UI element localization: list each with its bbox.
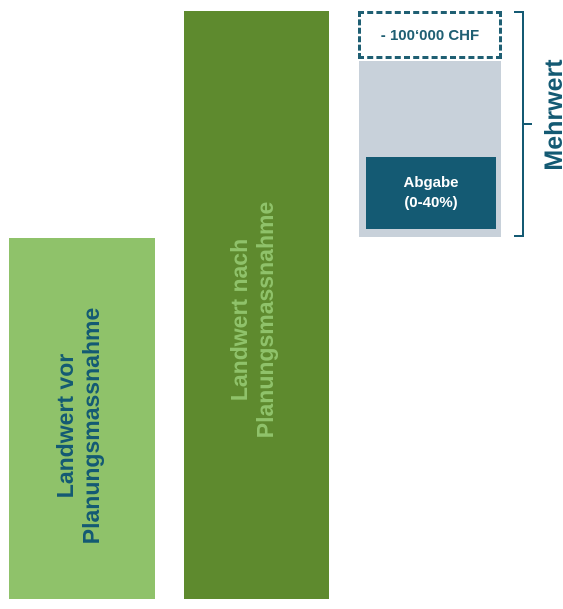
land-value-before-bar bbox=[9, 238, 155, 599]
land-value-after-line1: Landwert nach bbox=[226, 238, 252, 402]
land-value-after-line2: Planungsmassnahme bbox=[252, 201, 279, 439]
land-value-before-line2: Planungsmassnahme bbox=[78, 307, 105, 545]
added-value-bracket bbox=[514, 11, 524, 237]
deduction-box: - 100‘000 CHF bbox=[358, 11, 502, 59]
added-value-bracket-tick bbox=[524, 123, 532, 125]
land-value-before-label: Landwert vor Planungsmassnahme bbox=[52, 243, 112, 609]
deduction-label: - 100‘000 CHF bbox=[380, 26, 480, 44]
levy-range: (0-40%) bbox=[404, 194, 458, 211]
land-value-before-line1: Landwert vor bbox=[52, 353, 78, 499]
land-value-after-label: Landwert nach Planungsmassnahme bbox=[226, 170, 286, 470]
levy-box: Abgabe (0-40%) bbox=[366, 157, 496, 229]
added-value-label: Mehrwert bbox=[540, 59, 563, 171]
land-value-after-bar bbox=[184, 11, 329, 599]
levy-label: Abgabe bbox=[403, 173, 459, 191]
